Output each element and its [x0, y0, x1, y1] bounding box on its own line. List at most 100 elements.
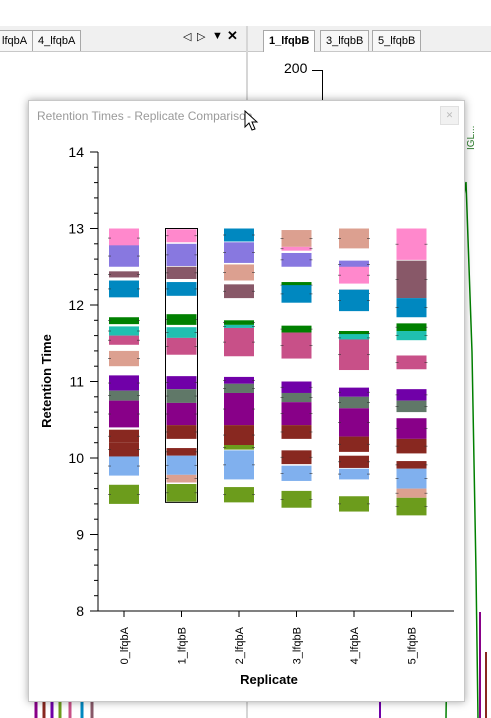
retention-bar-segment	[396, 260, 427, 299]
retention-bar-segment	[281, 332, 312, 359]
retention-bar-segment	[224, 376, 254, 384]
window-close-button[interactable]: ✕	[440, 106, 459, 125]
retention-bar-segment	[224, 228, 254, 242]
retention-bar-segment	[224, 320, 254, 325]
tab-dropdown-icon[interactable]: ▼	[212, 30, 223, 42]
retention-bar-segment	[396, 468, 427, 489]
retention-bar-segment	[166, 484, 197, 502]
retention-bar-segment	[166, 229, 197, 243]
y-tick-label: 8	[76, 603, 84, 619]
retention-bar-segment	[224, 487, 254, 503]
retention-bar-segment	[396, 461, 427, 469]
retention-bar-segment	[281, 465, 312, 481]
retention-bar-segment	[281, 246, 312, 251]
retention-bar-segment	[396, 389, 427, 401]
tab-left-arrow-icon[interactable]: ◁	[183, 31, 192, 43]
tab-right-arrow-icon[interactable]: ▷	[197, 31, 206, 43]
retention-bar-segment	[396, 298, 427, 318]
x-tick-label: 4_lfqbA	[349, 626, 361, 664]
retention-bar-segment	[339, 387, 369, 397]
retention-bar-segment	[281, 282, 312, 289]
window-title: Retention Times - Replicate Comparison	[37, 109, 253, 123]
retention-bar-segment	[339, 455, 369, 468]
y-tick-label: 12	[68, 297, 84, 313]
retention-bar-segment	[224, 264, 254, 281]
retention-bar-segment	[166, 402, 197, 426]
retention-bar-segment	[109, 390, 139, 401]
retention-bar-segment	[166, 425, 197, 439]
retention-time-chart[interactable]: 8 9 10 11 12 13 14 Retention Time 0_lfqbA 1_lfqbB…	[29, 101, 464, 701]
y-tick-label: 13	[68, 221, 84, 237]
x-axis-title: Replicate	[240, 672, 298, 687]
retention-bar-segment	[339, 334, 369, 342]
retention-bar-segment	[109, 335, 139, 345]
retention-bar-segment	[281, 252, 312, 267]
mouse-cursor-icon	[244, 110, 259, 131]
retention-bar-segment	[339, 339, 369, 371]
retention-bar-segment	[224, 324, 254, 328]
tab-3-lfqbB[interactable]: 3_lfqbB	[320, 30, 370, 51]
retention-bar-segment	[109, 326, 139, 336]
retention-bar-segment	[224, 327, 254, 357]
retention-bar-segment	[281, 402, 312, 426]
retention-bar-segment	[224, 425, 254, 445]
background-tick-mark	[312, 70, 323, 71]
tab-4-lfqbA[interactable]: 4_lfqbA	[32, 30, 82, 51]
retention-bar-segment	[281, 381, 312, 393]
background-y-tick: 200	[284, 60, 308, 76]
tab-1-lfqbB[interactable]: 1_lfqbB	[263, 30, 316, 52]
retention-bar-segment	[339, 496, 369, 512]
close-icon[interactable]: ✕	[227, 28, 238, 43]
retention-bar-segment	[339, 468, 369, 480]
retention-bar-segment	[339, 408, 369, 437]
retention-bar-segment	[396, 331, 427, 341]
retention-bar-segment	[109, 484, 139, 504]
retention-bar-segment	[166, 266, 197, 279]
retention-bar-segment	[109, 245, 139, 267]
retention-bar-segment	[109, 400, 139, 428]
selected-replicate-outline	[165, 228, 198, 503]
retention-bar-segment	[224, 450, 254, 480]
retention-bar-segment	[166, 243, 197, 266]
retention-bar-segment	[109, 375, 139, 391]
y-tick-label: 11	[69, 374, 84, 390]
retention-bar-segment	[281, 450, 312, 465]
top-toolbar-area	[0, 0, 491, 26]
retention-bar-segment	[109, 429, 139, 443]
retention-bar-segment	[396, 418, 427, 439]
retention-bar-segment	[224, 392, 254, 426]
tab-lfqbA[interactable]: lfqbA	[0, 30, 34, 51]
retention-bar-segment	[166, 474, 197, 483]
retention-bar-segment	[396, 323, 427, 332]
retention-bar-segment	[339, 436, 369, 452]
retention-bar-segment	[281, 285, 312, 303]
retention-bar-segment	[224, 284, 254, 299]
retention-bar-segment	[339, 260, 369, 269]
retention-bar-segment	[166, 327, 197, 338]
retention-bar-segment	[339, 331, 369, 336]
retention-bar-segment	[109, 442, 139, 457]
y-tick-label: 10	[68, 450, 84, 466]
retention-bar-segment	[166, 337, 197, 355]
retention-times-window[interactable]: Retention Times - Replicate Comparison ✕…	[28, 100, 465, 702]
retention-bar-segment	[281, 230, 312, 247]
x-tick-label: 5_lfqbB	[407, 627, 419, 664]
left-tab-strip: lfqbA 4_lfqbA	[0, 26, 246, 52]
x-tick-label: 1_lfqbB	[177, 627, 189, 664]
background-y-axis	[322, 70, 323, 110]
retention-bar-segment	[396, 228, 427, 260]
retention-bar-segment	[396, 488, 427, 498]
retention-bar-segment	[166, 376, 197, 390]
y-tick-label: 14	[68, 144, 84, 160]
retention-bar-segment	[281, 325, 312, 333]
retention-bar-segment	[396, 400, 427, 413]
y-tick-label: 9	[76, 527, 84, 543]
retention-bar-segment	[109, 317, 139, 325]
retention-bar-segment	[396, 438, 427, 454]
retention-bar-segment	[166, 282, 197, 296]
retention-bar-segment	[109, 350, 139, 367]
tab-5-lfqbB[interactable]: 5_lfqbB	[372, 30, 422, 51]
retention-bar-segment	[109, 271, 139, 278]
retention-bar-segment	[339, 228, 369, 249]
right-tab-strip: 1_lfqbB 3_lfqbB 5_lfqbB	[248, 26, 491, 52]
